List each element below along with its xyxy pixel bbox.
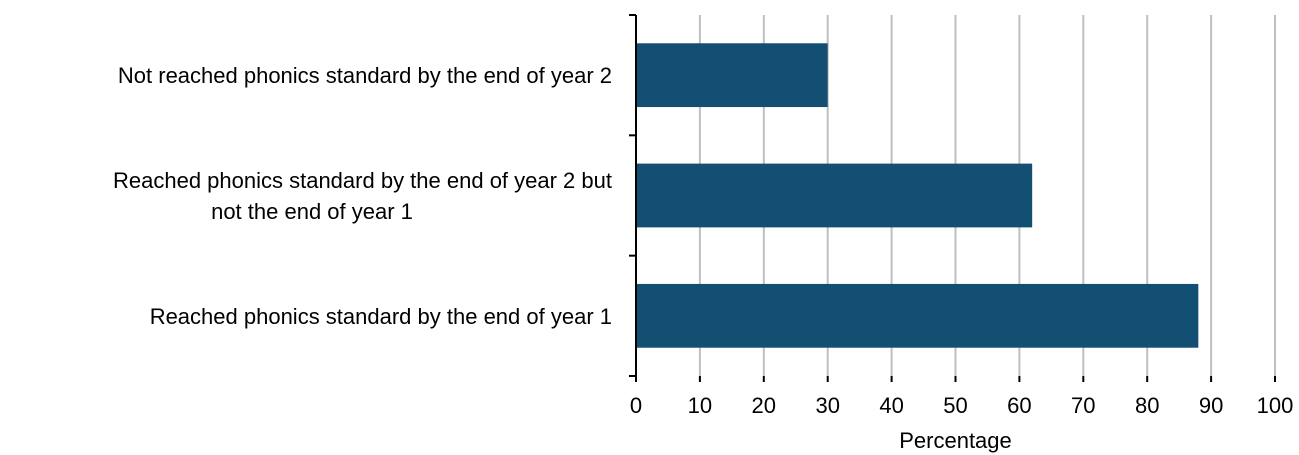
x-tick-label-20: 20 (752, 393, 776, 418)
category-label-1: Not reached phonics standard by the end … (118, 63, 612, 88)
x-axis-title: Percentage (899, 428, 1012, 453)
category-label-line: Reached phonics standard by the end of y… (113, 168, 612, 193)
bar-1 (636, 43, 828, 108)
x-tick-label-0: 0 (630, 393, 642, 418)
category-label-line: not the end of year 1 (211, 199, 413, 224)
category-label-line: Reached phonics standard by the end of y… (150, 304, 612, 329)
x-tick-label-100: 100 (1257, 393, 1294, 418)
category-label-2: Reached phonics standard by the end of y… (113, 168, 612, 224)
x-tick-label-10: 10 (688, 393, 712, 418)
x-tick-label-70: 70 (1071, 393, 1095, 418)
axes (629, 14, 1276, 382)
category-label-3: Reached phonics standard by the end of y… (150, 304, 612, 329)
x-tick-label-30: 30 (815, 393, 839, 418)
x-tick-label-80: 80 (1135, 393, 1159, 418)
bar-2 (636, 163, 1033, 228)
x-tick-labels: 0 10 20 30 40 50 60 70 80 90 100 (630, 393, 1293, 418)
bar-3 (636, 283, 1199, 348)
bars (636, 43, 1199, 348)
x-tick-label-90: 90 (1199, 393, 1223, 418)
x-tick-label-40: 40 (879, 393, 903, 418)
category-labels: Not reached phonics standard by the end … (113, 63, 612, 329)
x-tick-label-50: 50 (943, 393, 967, 418)
x-tick-label-60: 60 (1007, 393, 1031, 418)
category-label-line: Not reached phonics standard by the end … (118, 63, 612, 88)
